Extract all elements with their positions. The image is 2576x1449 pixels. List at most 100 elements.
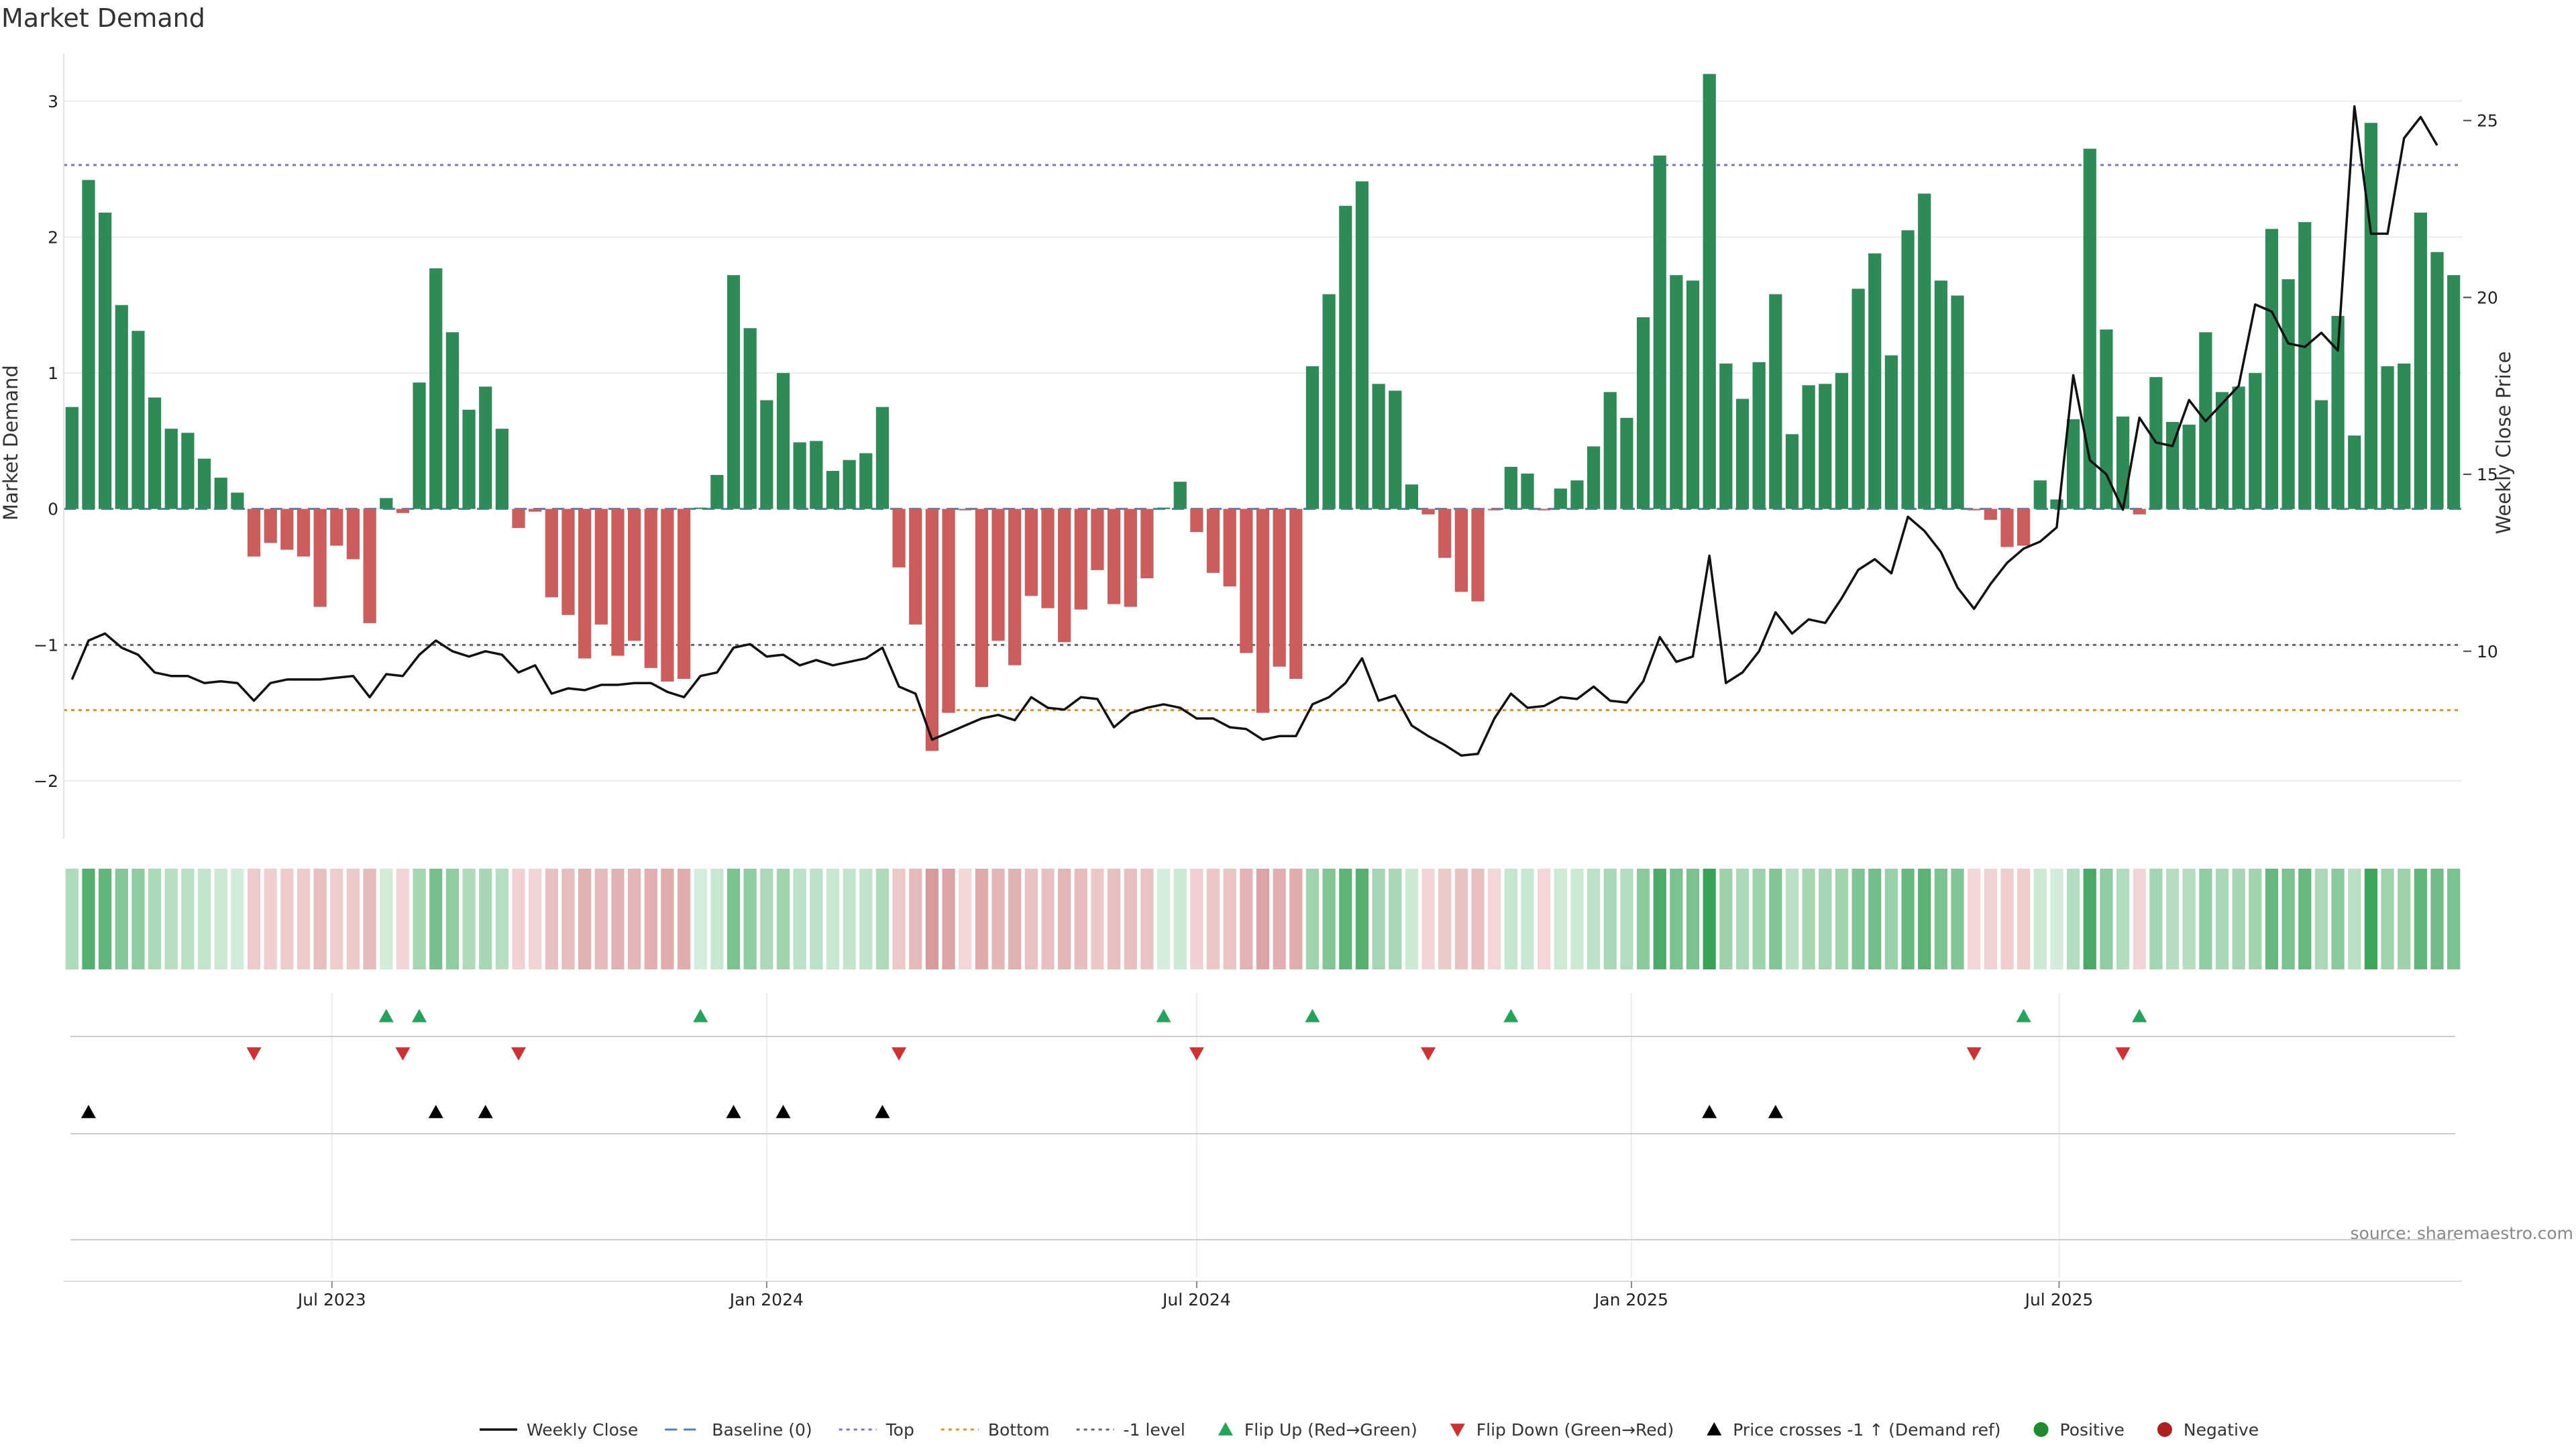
demand-bar [1851, 288, 1865, 509]
heat-cell [1273, 869, 1286, 969]
heat-cell [82, 869, 95, 969]
demand-bar [1570, 480, 1584, 509]
demand-bar [2232, 386, 2245, 509]
chart-title: Market Demand [1, 3, 205, 33]
right-axis-title: Weekly Close Price [2492, 352, 2515, 535]
flip-up-marker [412, 1009, 427, 1022]
heat-cell [1884, 869, 1898, 969]
demand-bar [1934, 280, 1947, 509]
heat-cell [1819, 869, 1832, 969]
demand-bar [2017, 508, 2031, 546]
heat-cell [1322, 869, 1336, 969]
demand-bar [413, 382, 426, 509]
heat-cell [1851, 869, 1865, 969]
demand-bar [2116, 416, 2130, 509]
demand-bar [115, 305, 128, 509]
heat-cell [1405, 869, 1419, 969]
heat-cell [297, 869, 311, 969]
demand-bar [1240, 508, 1253, 653]
heat-cell [429, 869, 443, 969]
cross-up-marker [726, 1105, 741, 1118]
demand-bar [2414, 212, 2427, 509]
heat-cell [1471, 869, 1485, 969]
x-tick-label: Jan 2024 [729, 1290, 804, 1309]
demand-bar [65, 407, 78, 509]
legend-label: Weekly Close [527, 1420, 638, 1440]
heat-cell [1918, 869, 1931, 969]
heat-cell [1256, 869, 1270, 969]
demand-bar [1438, 508, 1452, 558]
demand-bar [313, 508, 327, 607]
heat-cell [65, 869, 78, 969]
heat-cell [2447, 869, 2461, 969]
legend-item: Baseline (0) [665, 1420, 812, 1440]
heat-cell [2199, 869, 2212, 969]
signal-markers [70, 1009, 2455, 1240]
demand-bar [727, 275, 741, 509]
demand-bar [2083, 148, 2096, 509]
demand-bar [2298, 222, 2312, 509]
demand-bar [2331, 315, 2345, 509]
demand-bar [82, 180, 95, 509]
heat-cell [727, 869, 741, 969]
heat-cell [197, 869, 211, 969]
heat-cell [1968, 869, 1981, 969]
right-tick-label: 20 [2477, 288, 2498, 307]
demand-bar [1835, 373, 1849, 509]
heat-cell [1074, 869, 1087, 969]
heat-cell [1868, 869, 1882, 969]
demand-bar [2100, 329, 2113, 509]
demand-bar [1206, 508, 1220, 573]
demand-bar [2398, 363, 2411, 509]
demand-bar [1173, 482, 1187, 509]
heat-cell [1157, 869, 1171, 969]
cross-up-marker [875, 1105, 890, 1118]
heat-cell [413, 869, 426, 969]
heat-cell [2398, 869, 2411, 969]
legend-item: Top [839, 1420, 914, 1440]
legend-label: Negative [2184, 1420, 2259, 1440]
demand-bar [1703, 74, 1716, 509]
flip-down-marker [511, 1047, 527, 1061]
demand-bar [1157, 507, 1171, 509]
demand-bar [2133, 508, 2146, 515]
heat-cell [1752, 869, 1766, 969]
demand-bar [1041, 508, 1055, 608]
demand-bar [1372, 384, 1385, 509]
heat-cell [1719, 869, 1733, 969]
demand-bar [1454, 508, 1468, 592]
flip-down-marker [1189, 1047, 1204, 1061]
price-line [70, 105, 2438, 757]
demand-bar [1504, 466, 1517, 509]
heat-cell [2050, 869, 2063, 969]
left-tick-label: 2 [48, 227, 58, 247]
demand-bar [1223, 508, 1236, 587]
demand-bar [280, 508, 294, 550]
heat-cell [925, 869, 939, 969]
heat-cell [1636, 869, 1650, 969]
heat-cell [760, 869, 773, 969]
left-tick-label: 3 [48, 92, 58, 111]
heat-cell [1703, 869, 1716, 969]
heat-cell [892, 869, 906, 969]
heat-cell [380, 869, 393, 969]
price-line-group [70, 105, 2438, 757]
flip-down-marker [246, 1047, 262, 1061]
heat-cell [2066, 869, 2080, 969]
demand-bar [1670, 275, 1683, 509]
heat-cell [826, 869, 840, 969]
heat-cell [2314, 869, 2328, 969]
heat-cell [1140, 869, 1154, 969]
demand-bar [1984, 508, 1997, 520]
demand-bar [1322, 294, 1336, 509]
flip-up-marker [1156, 1009, 1171, 1022]
heat-cell [1670, 869, 1683, 969]
flip-up-marker [2132, 1009, 2147, 1022]
legend-item: Positive [2033, 1420, 2125, 1440]
demand-bar [2265, 229, 2279, 509]
demand-bar [1554, 488, 1567, 509]
demand-bar [214, 478, 227, 509]
demand-bar [1389, 390, 1402, 509]
demand-bar [1074, 508, 1087, 610]
demand-bar [1819, 384, 1832, 509]
